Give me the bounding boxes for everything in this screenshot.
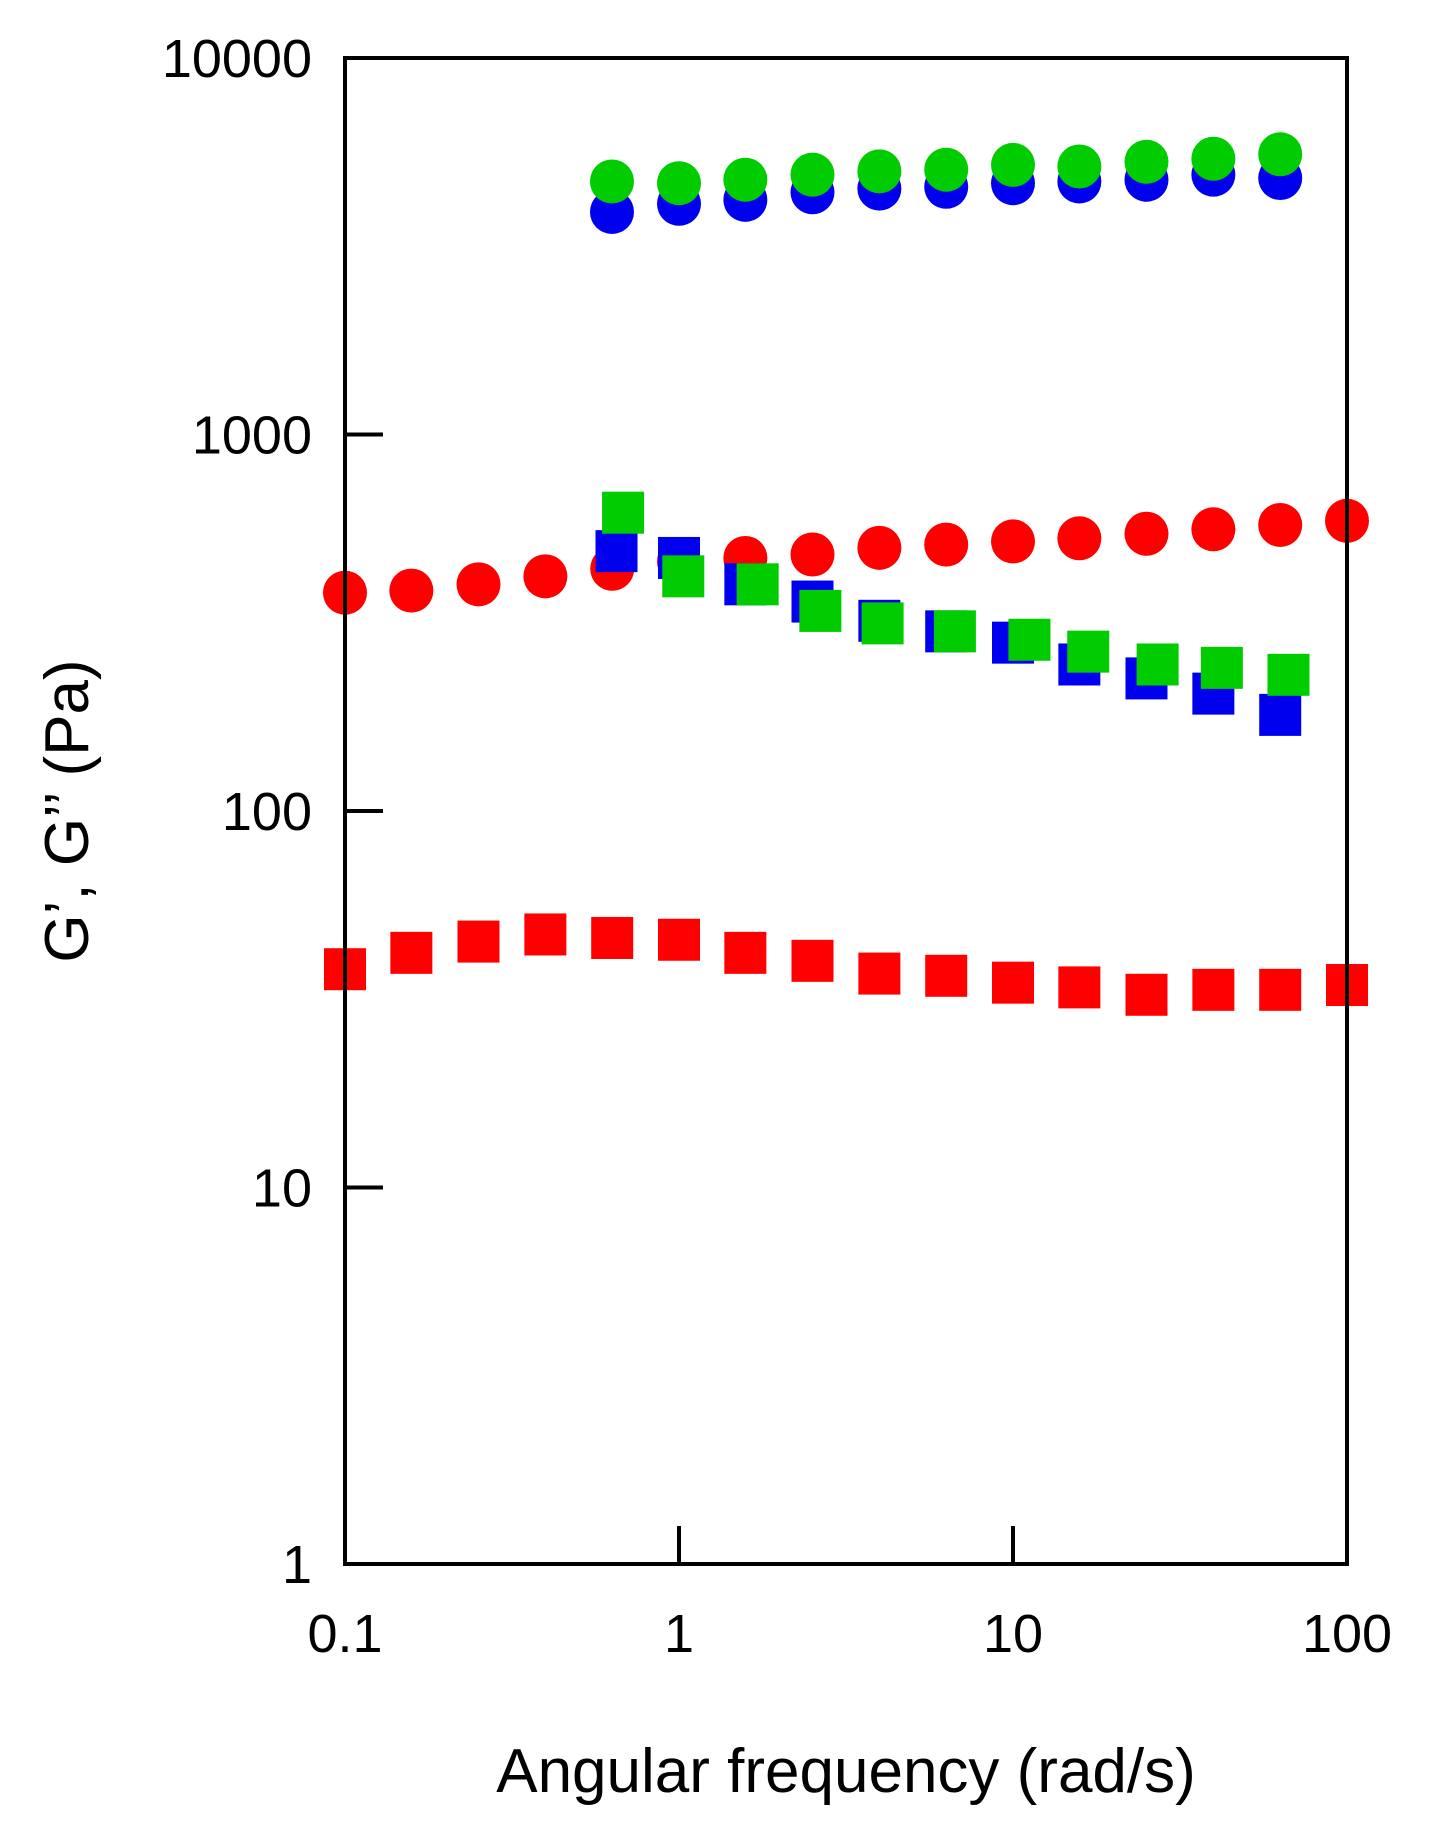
data-point-circle <box>924 147 969 192</box>
data-point-square <box>736 563 779 606</box>
y-tick-label: 100 <box>222 782 312 842</box>
data-point-circle <box>1191 136 1236 181</box>
data-point-circle <box>1057 516 1102 561</box>
series-2-circle-markers <box>589 132 1303 206</box>
data-point-square <box>933 610 976 653</box>
data-point-square <box>925 954 968 997</box>
data-point-circle <box>790 152 835 197</box>
y-tick-label: 10 <box>252 1159 312 1219</box>
data-point-square <box>662 555 705 598</box>
data-point-square <box>1267 653 1310 696</box>
series-3-circle-markers <box>323 498 1369 615</box>
data-point-circle <box>657 161 701 206</box>
data-point-square <box>457 920 500 963</box>
data-point-circle <box>1057 144 1102 189</box>
data-point-circle <box>723 157 768 202</box>
data-point-square <box>1259 693 1302 736</box>
x-axis-title: Angular frequency (rad/s) <box>496 1737 1196 1806</box>
marks-layer <box>323 132 1369 1016</box>
data-point-square <box>1058 966 1101 1009</box>
y-tick-label: 1 <box>282 1535 312 1595</box>
y-tick-label: 10000 <box>162 29 312 89</box>
data-point-square <box>524 913 567 956</box>
data-point-circle <box>523 554 568 599</box>
data-point-square <box>1008 618 1051 661</box>
data-point-square <box>591 916 634 959</box>
data-point-circle <box>857 149 902 194</box>
data-point-circle <box>589 189 634 234</box>
data-point-square <box>791 939 834 982</box>
x-tick-label: 10 <box>983 1604 1043 1664</box>
data-point-circle <box>924 522 969 567</box>
series-6-square-markers <box>324 913 1368 1016</box>
x-tick-label: 100 <box>1302 1604 1392 1664</box>
data-point-square <box>1192 968 1235 1011</box>
x-tick-label: 0.1 <box>307 1604 382 1664</box>
x-tick-label: 1 <box>664 1604 694 1664</box>
data-point-circle <box>1258 502 1303 547</box>
data-point-circle <box>456 562 501 607</box>
data-point-square <box>1200 646 1243 689</box>
plot-frame <box>343 56 1349 1566</box>
data-point-square <box>1067 630 1110 673</box>
data-point-circle <box>389 568 434 613</box>
data-point-circle <box>991 142 1035 187</box>
data-point-circle <box>589 159 634 204</box>
data-point-square <box>595 530 638 573</box>
data-point-circle <box>1191 507 1236 552</box>
data-point-square <box>390 931 433 974</box>
y-axis-title: G’, G’’ (Pa) <box>33 659 102 962</box>
data-point-circle <box>790 532 835 577</box>
data-point-square <box>1125 973 1168 1016</box>
data-point-square <box>992 961 1034 1004</box>
data-point-square <box>724 931 767 974</box>
data-point-circle <box>1124 139 1169 184</box>
data-point-square <box>799 589 842 632</box>
data-point-square <box>658 918 700 961</box>
data-point-circle <box>1124 511 1169 556</box>
data-point-square <box>861 602 904 645</box>
data-point-square <box>1136 643 1179 686</box>
data-point-square <box>1259 968 1302 1011</box>
y-tick-label: 1000 <box>192 406 312 466</box>
data-point-square <box>858 952 901 995</box>
series-5-square-markers <box>602 491 1310 696</box>
data-point-circle <box>1258 132 1303 177</box>
data-point-circle <box>991 519 1035 564</box>
data-point-square <box>602 491 645 534</box>
data-point-circle <box>857 525 902 570</box>
